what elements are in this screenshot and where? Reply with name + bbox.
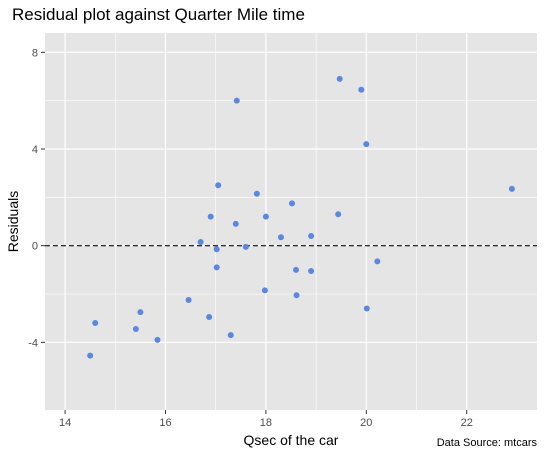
residual-point [253, 190, 260, 197]
x-tick-label: 22 [461, 417, 473, 429]
minor-gridlines [45, 33, 537, 410]
residual-point [232, 220, 239, 227]
residual-point [92, 320, 99, 326]
residual-point [215, 182, 222, 189]
residual-point [261, 287, 268, 294]
y-axis-title: Residuals [5, 191, 21, 252]
residual-point [197, 239, 204, 246]
y-tick-label: 0 [32, 241, 38, 253]
residual-point [293, 292, 300, 299]
y-tick-label: -4 [28, 337, 38, 349]
x-axis-title: Qsec of the car [244, 432, 339, 448]
residual-point [363, 305, 370, 312]
residual-point [233, 97, 240, 104]
residual-point [154, 336, 161, 343]
y-axis-ticks: -4 0 4 8 [28, 47, 45, 349]
residual-point [335, 211, 342, 218]
residual-point [206, 313, 213, 320]
residual-point [207, 213, 214, 220]
x-axis-ticks: 14 16 18 20 22 [59, 410, 473, 429]
x-tick-label: 18 [260, 417, 272, 429]
residual-point [277, 234, 284, 241]
residual-point [289, 200, 296, 207]
residual-point [137, 309, 144, 316]
residual-point [87, 352, 94, 359]
residual-point [308, 233, 315, 239]
residual-point [262, 213, 269, 220]
chart-caption: Data Source: mtcars [437, 437, 538, 449]
chart-title: Residual plot against Quarter Mile time [12, 5, 305, 24]
x-tick-label: 20 [360, 417, 372, 429]
residual-point [227, 332, 234, 339]
residual-point [336, 75, 343, 82]
residual-points [87, 75, 515, 359]
residual-point [358, 86, 365, 93]
x-tick-label: 16 [159, 417, 171, 429]
residual-point [213, 246, 220, 253]
residual-point [132, 326, 139, 333]
plot-panel [45, 33, 537, 410]
residual-point [242, 243, 249, 250]
residual-point [363, 141, 370, 148]
residual-point [374, 258, 381, 265]
residual-point [508, 185, 515, 192]
residual-point [308, 268, 315, 275]
residual-point [213, 264, 220, 271]
residual-point [185, 297, 192, 304]
y-tick-label: 8 [32, 47, 38, 59]
x-tick-label: 14 [59, 417, 71, 429]
y-tick-label: 4 [32, 144, 38, 156]
residual-point [293, 266, 300, 273]
